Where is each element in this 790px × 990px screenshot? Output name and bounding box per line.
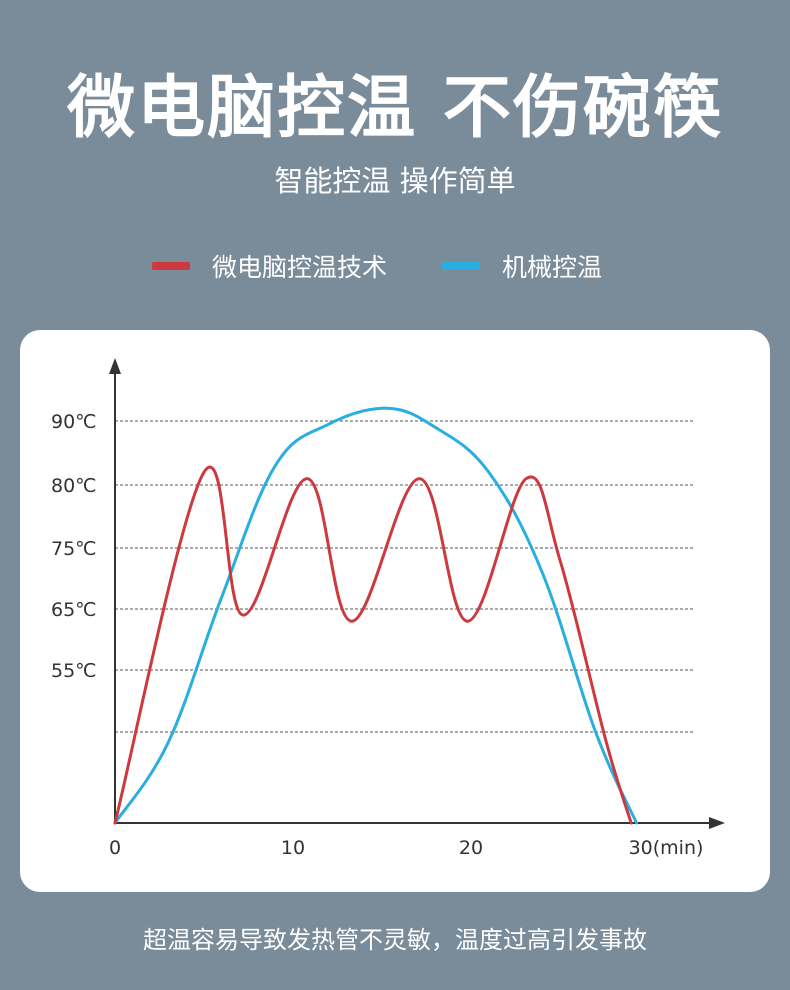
chart-legend: 微电脑控温技术 机械控温	[0, 246, 790, 286]
x-tick-label: 10	[281, 837, 305, 859]
legend-label-mechanical: 机械控温	[502, 253, 603, 282]
x-tick-label: 0	[109, 837, 121, 859]
legend-item-mechanical: 机械控温	[442, 246, 602, 286]
page-subtitle: 智能控温 操作简单	[274, 164, 516, 198]
y-axis-arrow	[109, 358, 121, 374]
temperature-chart: 90℃ 80℃ 75℃ 65℃ 55℃ 0 10 20 30(min)	[51, 358, 725, 859]
legend-label-microcomputer: 微电脑控温技术	[212, 253, 388, 282]
legend-item-microcomputer: 微电脑控温技术	[152, 246, 387, 286]
x-tick-label: 30(min)	[629, 837, 704, 859]
y-tick-label: 75℃	[51, 538, 97, 560]
y-tick-label: 55℃	[51, 660, 97, 682]
y-tick-label: 90℃	[51, 411, 97, 433]
series-line-mechanical	[113, 406, 639, 825]
y-tick-label: 65℃	[51, 599, 97, 621]
legend-swatch-blue	[442, 262, 480, 270]
page-title: 微电脑控温 不伤碗筷	[67, 69, 723, 148]
x-axis-arrow	[709, 817, 725, 829]
y-tick-label: 80℃	[51, 475, 97, 497]
footer-note: 超温容易导致发热管不灵敏，温度过高引发事故	[143, 926, 647, 954]
x-tick-label: 20	[459, 837, 483, 859]
legend-swatch-red	[152, 262, 190, 270]
chart-card: 90℃ 80℃ 75℃ 65℃ 55℃ 0 10 20 30(min)	[20, 330, 770, 892]
series-line-microcomputer	[113, 466, 633, 825]
